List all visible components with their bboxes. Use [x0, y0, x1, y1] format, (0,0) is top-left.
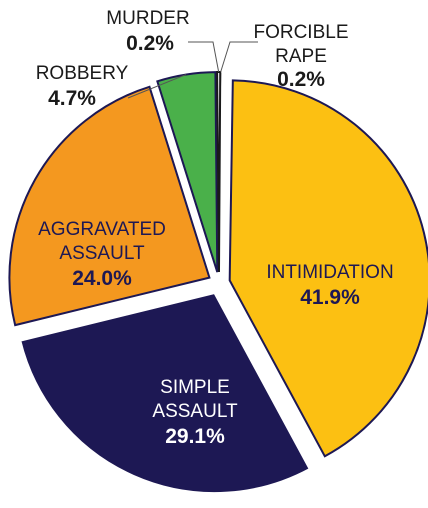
leader-murder: [188, 41, 220, 73]
label-aggravated-assault-line1: AGGRAVATED: [38, 219, 166, 240]
label-robbery-line1: ROBBERY: [36, 63, 129, 84]
label-aggravated-assault: AGGRAVATED ASSAULT 24.0%: [38, 219, 166, 290]
label-simple-assault-value: 29.1%: [165, 425, 225, 448]
label-forcible-rape-line1: FORCIBLE: [253, 22, 348, 43]
label-intimidation: INTIMIDATION 41.9%: [266, 262, 393, 309]
label-aggravated-assault-line2: ASSAULT: [59, 243, 145, 264]
slice-simple-assault: [19, 291, 312, 494]
slice-intimidation: [228, 79, 428, 458]
label-robbery: ROBBERY 4.7%: [36, 63, 129, 110]
label-simple-assault: SIMPLE ASSAULT 29.1%: [152, 377, 238, 448]
label-intimidation-line1: INTIMIDATION: [266, 262, 393, 283]
label-forcible-rape-line2: RAPE: [275, 46, 327, 67]
leader-forcible-rape: [220, 41, 258, 73]
slice-murder: [216, 71, 222, 273]
label-murder-value: 0.2%: [126, 32, 174, 55]
slice-aggravated-assault: [8, 85, 211, 327]
leader-lines: [127, 41, 258, 99]
leader-robbery: [127, 74, 187, 99]
label-robbery-value: 4.7%: [48, 87, 96, 110]
label-aggravated-assault-value: 24.0%: [72, 267, 132, 290]
label-murder-line1: MURDER: [106, 8, 189, 29]
pie-slices: [8, 71, 428, 494]
label-forcible-rape: FORCIBLE RAPE 0.2%: [253, 22, 348, 91]
label-intimidation-value: 41.9%: [300, 286, 360, 309]
label-simple-assault-line1: SIMPLE: [160, 377, 230, 398]
label-murder: MURDER 0.2%: [106, 8, 189, 55]
label-simple-assault-line2: ASSAULT: [152, 401, 238, 422]
label-forcible-rape-value: 0.2%: [277, 68, 325, 91]
